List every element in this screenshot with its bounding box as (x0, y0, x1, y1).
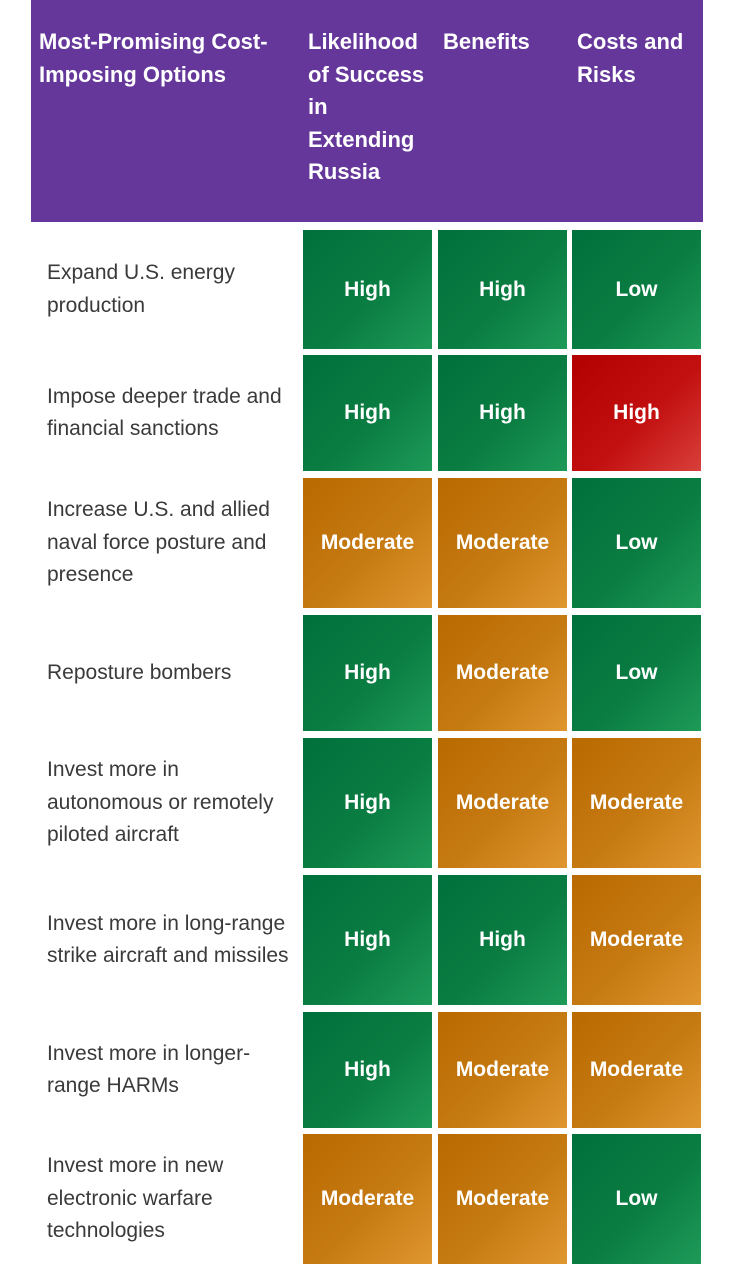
costs-rating: High (572, 355, 701, 471)
benefits-rating: Moderate (438, 615, 567, 731)
option-label: Invest more in long-range strike aircraf… (47, 911, 289, 968)
table-row: Expand U.S. energy production High High … (31, 230, 703, 349)
table-row: Invest more in autonomous or remotely pi… (31, 738, 703, 868)
likelihood-rating: High (303, 875, 432, 1005)
likelihood-rating: High (303, 355, 432, 471)
costs-rating: Low (572, 615, 701, 731)
costs-rating: Low (572, 230, 701, 349)
table-row: Reposture bombers High Moderate Low (31, 615, 703, 731)
option-label: Impose deeper trade and financial sancti… (47, 384, 282, 441)
table-row: Impose deeper trade and financial sancti… (31, 355, 703, 471)
benefits-rating: High (438, 875, 567, 1005)
benefits-rating: Moderate (438, 738, 567, 868)
option-label: Reposture bombers (47, 660, 232, 684)
costs-rating: Moderate (572, 738, 701, 868)
header-benefits: Benefits (443, 29, 530, 54)
table-header: Most-Promising Cost-Imposing Options Lik… (31, 0, 703, 222)
likelihood-rating: High (303, 230, 432, 349)
option-label: Invest more in longer-range HARMs (47, 1041, 251, 1098)
benefits-rating: High (438, 355, 567, 471)
table-row: Invest more in long-range strike aircraf… (31, 875, 703, 1005)
benefits-rating: Moderate (438, 478, 567, 608)
costs-rating: Moderate (572, 1012, 701, 1128)
likelihood-rating: Moderate (303, 478, 432, 608)
likelihood-rating: Moderate (303, 1134, 432, 1264)
table-row: Invest more in new electronic warfare te… (31, 1134, 703, 1264)
likelihood-rating: High (303, 1012, 432, 1128)
option-label: Increase U.S. and allied naval force pos… (47, 498, 270, 587)
header-costs: Costs and Risks (577, 29, 684, 87)
costs-rating: Low (572, 1134, 701, 1264)
costs-rating: Low (572, 478, 701, 608)
option-label: Invest more in new electronic warfare te… (47, 1154, 224, 1243)
option-label: Invest more in autonomous or remotely pi… (47, 758, 274, 847)
table-row: Increase U.S. and allied naval force pos… (31, 478, 703, 608)
options-table: Most-Promising Cost-Imposing Options Lik… (31, 0, 703, 1264)
table-row: Invest more in longer-range HARMs High M… (31, 1012, 703, 1128)
benefits-rating: High (438, 230, 567, 349)
costs-rating: Moderate (572, 875, 701, 1005)
header-options: Most-Promising Cost-Imposing Options (39, 29, 268, 87)
likelihood-rating: High (303, 738, 432, 868)
header-likelihood: Likelihood of Success in Extending Russi… (308, 29, 425, 184)
benefits-rating: Moderate (438, 1134, 567, 1264)
likelihood-rating: High (303, 615, 432, 731)
benefits-rating: Moderate (438, 1012, 567, 1128)
option-label: Expand U.S. energy production (47, 261, 235, 317)
